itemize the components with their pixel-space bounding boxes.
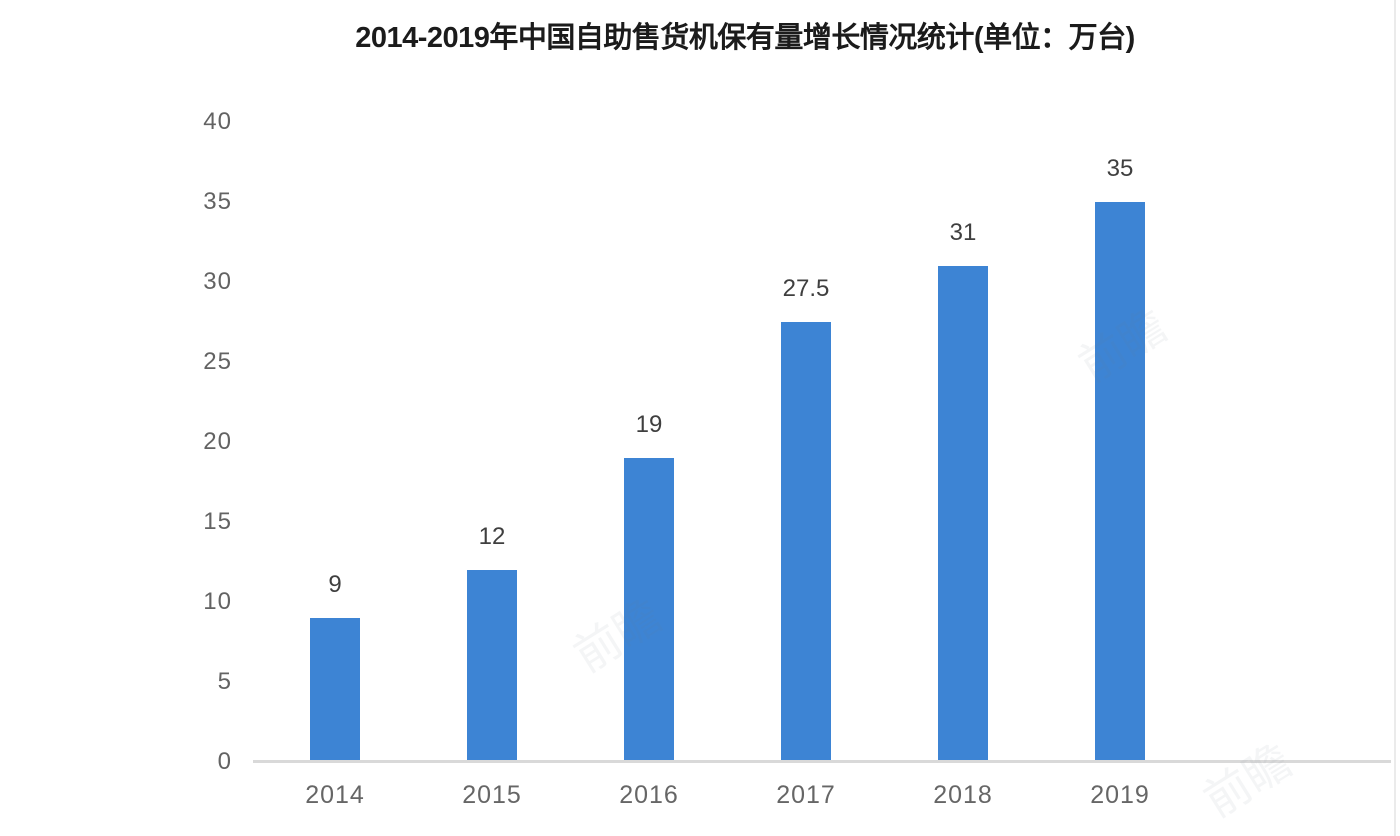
y-axis-tick-label: 40 (203, 108, 232, 135)
y-axis-tick-label: 35 (203, 188, 232, 215)
page-edge-divider (1394, 0, 1396, 836)
bar-value-label: 35 (1106, 155, 1134, 182)
y-axis-tick-label: 20 (203, 428, 232, 455)
bar-2015 (467, 570, 517, 762)
bar-value-label: 9 (328, 571, 342, 598)
bar-value-label: 31 (949, 219, 977, 246)
y-axis-tick-label: 10 (203, 588, 232, 615)
y-axis-tick-label: 25 (203, 348, 232, 375)
x-axis-tick-label: 2018 (933, 781, 993, 809)
y-axis-tick-label: 5 (217, 668, 232, 695)
x-axis-tick-label: 2016 (619, 781, 679, 809)
x-axis-tick-label: 2019 (1090, 781, 1150, 809)
x-axis-tick-label: 2014 (305, 781, 365, 809)
bar-value-label: 27.5 (782, 275, 830, 302)
bar-2019 (1095, 202, 1145, 762)
bar-2016 (624, 458, 674, 762)
y-axis-tick-label: 15 (203, 508, 232, 535)
y-axis-tick-label: 30 (203, 268, 232, 295)
watermark: 前瞻 (1194, 734, 1301, 827)
x-axis-line (253, 760, 1391, 763)
y-axis-tick-label: 0 (217, 748, 232, 775)
chart-title: 2014-2019年中国自助售货机保有量增长情况统计(单位：万台) (355, 22, 1135, 54)
bar-2014 (310, 618, 360, 762)
bar-2017 (781, 322, 831, 762)
bar-value-label: 12 (478, 523, 506, 550)
bar-value-label: 19 (635, 411, 663, 438)
x-axis-tick-label: 2017 (776, 781, 836, 809)
x-axis-tick-label: 2015 (462, 781, 522, 809)
bar-2018 (938, 266, 988, 762)
